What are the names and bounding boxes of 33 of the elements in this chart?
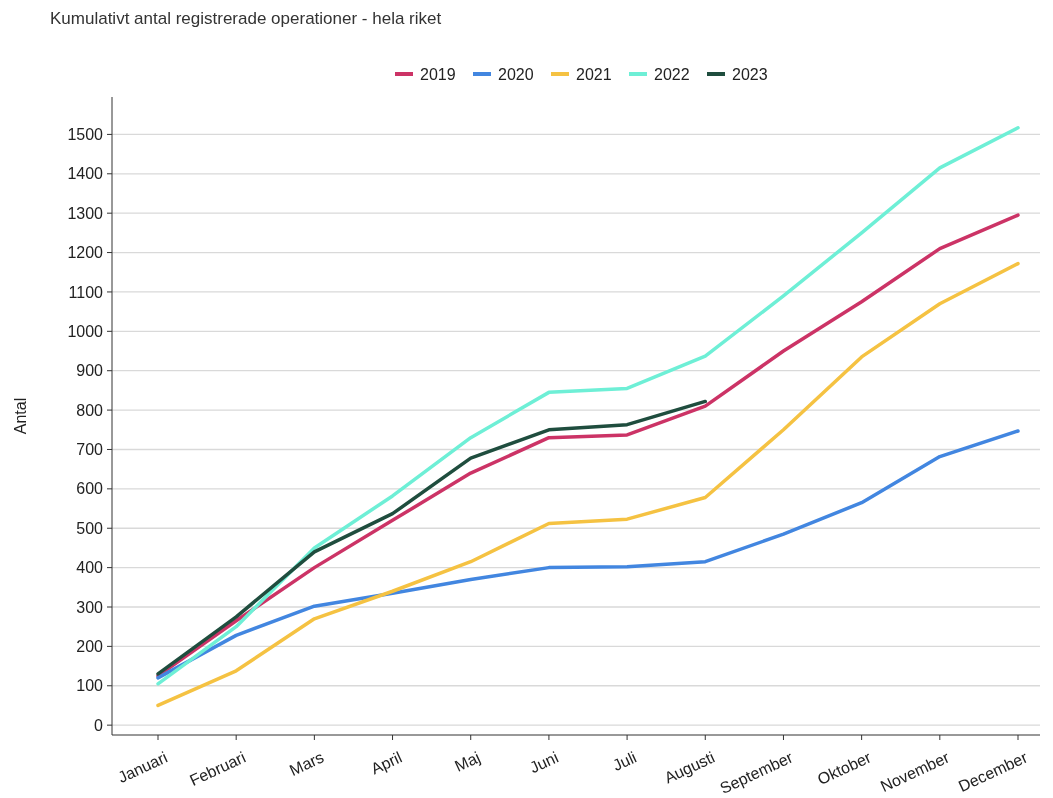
legend-label: 2023	[732, 65, 768, 83]
legend-label: 2022	[654, 65, 690, 83]
line-series	[156, 399, 708, 676]
y-tick-label: 1200	[67, 244, 104, 262]
legend-label: 2021	[576, 65, 612, 83]
y-tick-label: 1300	[67, 204, 104, 222]
y-tick-label: 1000	[67, 322, 104, 340]
y-axis-title: Antal	[12, 397, 29, 435]
y-tick-label: 100	[76, 677, 104, 695]
chart-title: Kumulativt antal registrerade operationer - hela riket	[50, 9, 442, 28]
x-tick-label: April	[368, 748, 405, 778]
y-tick-label: 700	[76, 441, 104, 459]
x-tick-label: Juni	[527, 748, 561, 777]
y-tick-label: 500	[76, 519, 104, 537]
y-tick-label: 1500	[67, 126, 104, 144]
legend-label: 2019	[420, 65, 456, 83]
x-tick-label: Mars	[286, 748, 327, 779]
y-tick-label: 300	[76, 598, 104, 616]
y-tick-label: 400	[76, 559, 104, 577]
line-series	[156, 213, 1020, 678]
legend-label: 2020	[498, 65, 534, 83]
y-tick-label: 0	[94, 716, 104, 734]
y-tick-label: 200	[76, 637, 104, 655]
y-tick-label: 800	[76, 401, 104, 419]
line-series	[156, 261, 1020, 708]
line-series	[156, 429, 1020, 680]
x-tick-label: Maj	[452, 748, 483, 775]
x-tick-label: Juli	[610, 748, 640, 775]
y-tick-label: 1100	[68, 283, 104, 301]
line-series	[156, 125, 1020, 686]
y-tick-label: 1400	[67, 165, 104, 183]
y-tick-label: 600	[76, 480, 104, 498]
y-tick-label: 900	[76, 362, 104, 380]
